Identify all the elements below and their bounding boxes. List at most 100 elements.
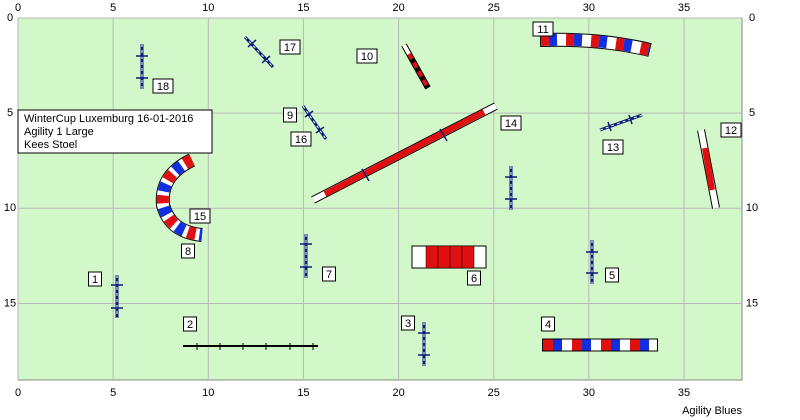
label-box [322, 266, 336, 282]
label-box [467, 270, 481, 286]
x-tick-label: 35 [678, 2, 690, 14]
label-box [356, 48, 378, 64]
y-tick-label: 15 [746, 297, 758, 309]
obstacles [111, 32, 720, 366]
jump [505, 166, 517, 210]
y-tick-label: 0 [749, 12, 755, 24]
tyre [411, 245, 487, 269]
label-box [88, 271, 102, 287]
info-line: Agility 1 Large [24, 126, 94, 138]
x-tick-label: 10 [202, 2, 214, 14]
jump [301, 105, 328, 140]
x-tick-label: 30 [583, 387, 595, 399]
label-text: 18 [157, 81, 169, 93]
field [17, 17, 743, 381]
label-text: 16 [295, 134, 307, 146]
jump [599, 113, 643, 132]
obstacle-label: 2 [183, 316, 197, 332]
obstacle-label: 13 [602, 139, 624, 155]
obstacle-label: 6 [467, 270, 481, 286]
y-tick-label: 10 [746, 202, 758, 214]
obstacle-label: 10 [356, 48, 378, 64]
info-line: Kees Stoel [24, 139, 77, 151]
tunnel [539, 32, 652, 57]
y-tick-label: 10 [4, 202, 16, 214]
label-text: 17 [284, 42, 296, 54]
obstacle-label: 17 [279, 39, 301, 55]
y-tick-label: 5 [7, 107, 13, 119]
y-tick-label: 0 [7, 12, 13, 24]
label-text: 6 [471, 273, 477, 285]
label-text: 12 [725, 125, 737, 137]
obstacle-label: 9 [283, 107, 297, 123]
label-text: 8 [185, 246, 191, 258]
x-tick-label: 20 [392, 2, 404, 14]
label-text: 1 [92, 274, 98, 286]
long-jump [183, 343, 318, 350]
obstacle-label: 5 [605, 267, 619, 283]
jump [111, 275, 123, 318]
obstacle-label: 14 [500, 115, 522, 131]
label-text: 11 [537, 24, 548, 36]
label-box [290, 131, 312, 147]
label-text: 7 [326, 269, 332, 281]
obstacle-label: 18 [152, 78, 174, 94]
x-tick-label: 25 [488, 2, 500, 14]
info-box-frame [17, 109, 213, 154]
label-text: 9 [287, 110, 293, 122]
label-box [602, 139, 624, 155]
y-tick-label: 15 [4, 297, 16, 309]
label-text: 14 [505, 118, 517, 130]
x-tick-label: 15 [297, 2, 309, 14]
grid [17, 17, 742, 380]
x-tick-label: 5 [110, 2, 116, 14]
label-box [279, 39, 301, 55]
label-box [283, 107, 297, 123]
y-tick-label: 5 [749, 107, 755, 119]
obstacle-label: 1 [88, 271, 102, 287]
jump [243, 35, 275, 69]
x-tick-label: 20 [392, 387, 404, 399]
info-line: WinterCup Luxemburg 16-01-2016 [24, 113, 193, 125]
label-box [189, 208, 211, 224]
wall [697, 129, 720, 209]
label-text: 2 [187, 319, 193, 331]
label-text: 13 [607, 142, 619, 154]
label-box [532, 21, 554, 37]
obstacle-label: 12 [720, 122, 742, 138]
footer: Agility Blues [682, 405, 742, 417]
obstacle-label: 4 [541, 316, 555, 332]
label-box [401, 315, 415, 331]
obstacle-label: 16 [290, 131, 312, 147]
jump [586, 240, 598, 284]
label-text: 15 [194, 211, 206, 223]
x-tick-label: 0 [15, 387, 21, 399]
label-box [181, 243, 195, 259]
label-box [605, 267, 619, 283]
label-text: 3 [405, 318, 411, 330]
label-text: 5 [609, 270, 615, 282]
x-tick-label: 25 [488, 387, 500, 399]
obstacle-label: 11 [532, 21, 554, 37]
label-text: 10 [361, 51, 373, 63]
x-tick-label: 35 [678, 387, 690, 399]
jump [418, 322, 430, 366]
label-box [183, 316, 197, 332]
label-box [152, 78, 174, 94]
info-box: WinterCup Luxemburg 16-01-2016 Agility 1… [17, 109, 213, 154]
jump [300, 234, 312, 278]
x-tick-label: 5 [110, 387, 116, 399]
obstacle-label: 3 [401, 315, 415, 331]
x-tick-label: 15 [297, 387, 309, 399]
label-box [541, 316, 555, 332]
jump [136, 44, 148, 89]
x-tick-label: 0 [15, 2, 21, 14]
label-box [720, 122, 742, 138]
label-box [500, 115, 522, 131]
dogwalk [311, 102, 498, 204]
obstacle-label: 15 [189, 208, 211, 224]
obstacle-label: 7 [322, 266, 336, 282]
obstacle-label: 8 [181, 243, 195, 259]
